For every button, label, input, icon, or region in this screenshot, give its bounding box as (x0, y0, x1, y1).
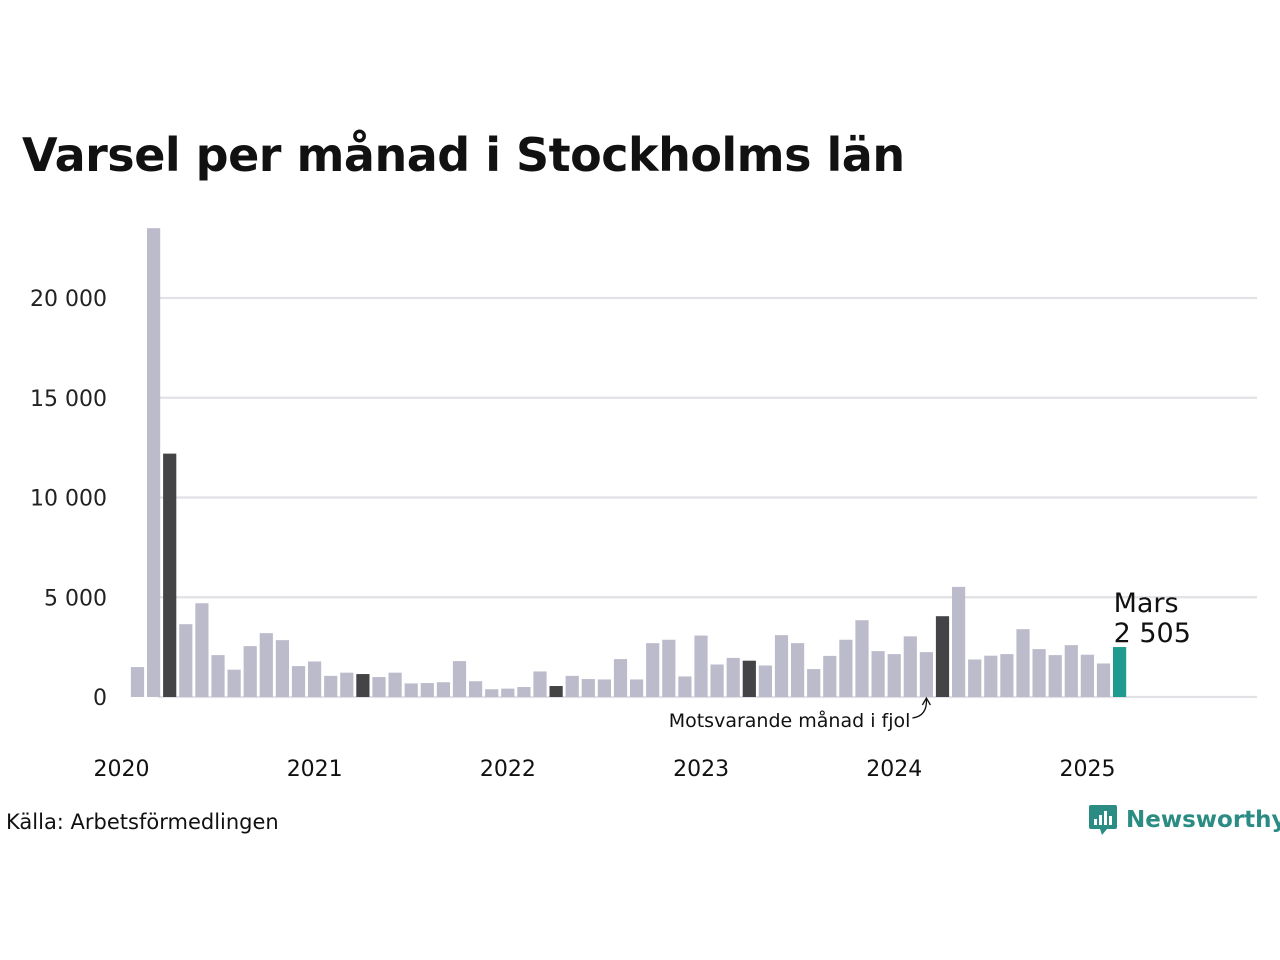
bar-2021-04 (372, 677, 386, 697)
bar-2024-12 (1080, 654, 1094, 697)
bar-2021-07 (420, 683, 434, 697)
bar-2024-04 (952, 586, 966, 697)
bar-2021-09 (452, 661, 467, 697)
bar-2022-11 (678, 676, 692, 697)
chart-title: Varsel per månad i Stockholms län (22, 128, 905, 182)
bar-2020-11 (291, 666, 306, 697)
previous-year-annotation: Motsvarande månad i fjol (669, 709, 911, 732)
bar-2023-07 (807, 669, 821, 697)
y-tick-label: 5 000 (44, 586, 107, 611)
y-tick-label: 20 000 (30, 287, 107, 312)
bar-2024-06 (984, 655, 998, 697)
annotation-arrow (912, 698, 928, 719)
bar-2023-09 (839, 639, 853, 697)
y-tick-label: 15 000 (30, 387, 107, 412)
bar-2025-01 (1096, 663, 1111, 697)
bar-2021-08 (436, 682, 450, 697)
bar-2022-09 (646, 643, 660, 697)
x-tick-label: 2023 (673, 757, 729, 782)
bar-2020-12 (308, 661, 322, 697)
source-note: Källa: Arbetsförmedlingen (6, 810, 279, 834)
bar-2021-03 (356, 674, 370, 697)
bar-2023-03 (742, 660, 756, 697)
bar-2022-02 (533, 671, 547, 697)
brand-name: Newsworthy (1126, 807, 1280, 833)
bar-2023-10 (855, 620, 869, 697)
newsworthy-logo-icon (1089, 805, 1117, 835)
callout-value-label: 2 505 (1114, 618, 1191, 649)
bar-2023-06 (791, 643, 805, 697)
bar-2020-08 (243, 646, 257, 697)
bar-2021-01 (324, 675, 338, 697)
bar-2023-05 (774, 635, 789, 697)
bar-2024-07 (1000, 654, 1014, 697)
bar-2024-10 (1048, 655, 1062, 697)
bar-2021-12 (501, 688, 515, 697)
bar-2023-12 (887, 654, 901, 697)
bars (130, 228, 1127, 698)
bar-2023-08 (823, 655, 837, 697)
bar-2021-05 (388, 672, 402, 697)
bar-2024-02 (919, 652, 933, 697)
bar-2022-06 (597, 679, 611, 697)
bar-2022-07 (613, 659, 628, 697)
annotations: Mars 2 505 Motsvarande månad i fjol (669, 588, 1191, 732)
bar-2025-02 (1113, 647, 1127, 697)
bar-2022-12 (694, 635, 708, 697)
bar-2023-04 (758, 665, 772, 697)
bar-2020-03 (163, 453, 177, 697)
x-tick-label: 2020 (94, 757, 150, 782)
bar-2022-05 (581, 679, 595, 697)
bar-2020-10 (275, 640, 289, 697)
brand-logo: Newsworthy (1088, 803, 1280, 837)
bar-2022-04 (565, 675, 579, 697)
bar-2024-03 (935, 616, 950, 697)
bar-2023-01 (710, 664, 724, 697)
bar-2021-06 (404, 683, 418, 697)
bar-2020-02 (147, 228, 161, 698)
bar-2020-07 (227, 669, 241, 697)
bar-2020-06 (211, 655, 225, 697)
x-tick-label: 2022 (480, 757, 536, 782)
bar-2022-08 (630, 679, 644, 697)
bar-2024-05 (968, 659, 982, 697)
bar-2024-01 (903, 636, 917, 697)
bar-2020-04 (179, 624, 193, 697)
bar-2023-02 (726, 657, 740, 697)
bar-2022-03 (549, 686, 563, 697)
x-tick-label: 2025 (1060, 757, 1116, 782)
bar-2024-08 (1016, 629, 1030, 697)
y-tick-label: 10 000 (30, 487, 107, 512)
bar-2020-01 (130, 667, 145, 697)
bar-2020-05 (195, 603, 209, 697)
bar-2024-09 (1032, 649, 1046, 697)
x-tick-label: 2024 (866, 757, 922, 782)
bar-2023-11 (871, 651, 885, 697)
bar-2021-11 (485, 689, 499, 697)
callout-month-label: Mars (1114, 588, 1179, 619)
y-axis-ticks: 0 5 000 10 000 15 000 20 000 (30, 287, 107, 711)
bar-2020-09 (259, 633, 273, 697)
x-axis-ticks: 2020 2021 2022 2023 2024 2025 (94, 757, 1116, 782)
y-tick-label: 0 (93, 686, 107, 711)
bar-2024-11 (1064, 645, 1078, 697)
bar-2022-10 (662, 639, 676, 697)
bar-2021-10 (469, 681, 483, 697)
x-tick-label: 2021 (287, 757, 343, 782)
bar-2022-01 (517, 687, 531, 697)
bar-2021-02 (340, 672, 354, 697)
annotation-arrowhead (921, 696, 931, 706)
